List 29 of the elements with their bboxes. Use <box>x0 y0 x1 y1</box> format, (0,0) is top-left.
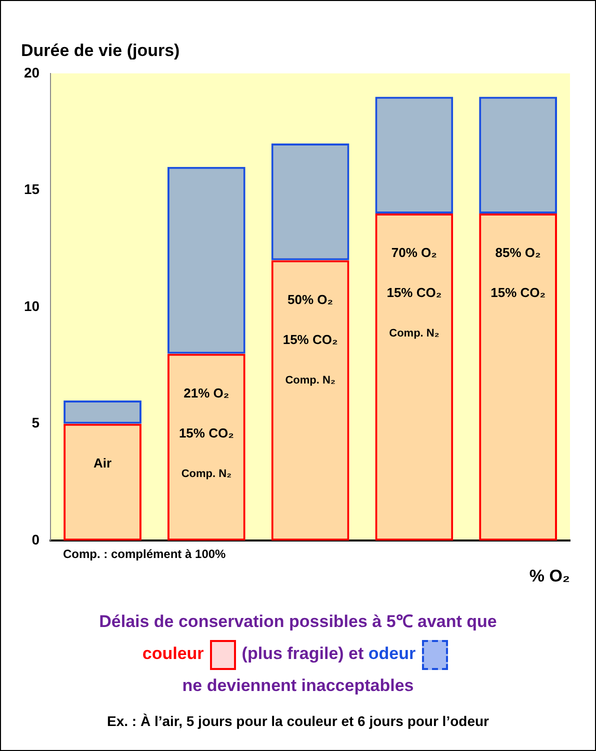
bar <box>64 424 142 541</box>
bar <box>167 166 246 354</box>
y-tick-label: 10 <box>24 298 40 314</box>
bar <box>167 354 246 541</box>
text: ne deviennent inacceptables <box>181 675 415 697</box>
y-tick-label: 0 <box>32 531 40 548</box>
x-tick-label: Air <box>93 455 112 470</box>
y-tick-label: 15 <box>24 181 40 198</box>
bar <box>375 214 454 541</box>
category-label: 50% O₂ 15% CO₂ Comp. N₂ <box>282 292 338 386</box>
x-axis-title: % O₂ <box>529 566 570 586</box>
bar <box>271 260 350 541</box>
legend-label: couleur <box>142 644 204 663</box>
bar <box>64 400 142 424</box>
text: Ex. : À l’air, 5 jours pour la couleur et 6 jours pour l’odeur <box>106 713 490 729</box>
bar <box>375 96 454 214</box>
y-tick-label: 5 <box>32 414 40 431</box>
legend-label: odeur <box>368 644 416 663</box>
text: Comp. : complément à 100% <box>63 547 226 561</box>
bar <box>479 96 558 214</box>
category-label: 85% O₂ 15% CO₂ <box>490 245 546 300</box>
category-label: 70% O₂ 15% CO₂ Comp. N₂ <box>386 245 442 340</box>
bar <box>271 143 350 260</box>
legend-title: Délais de conservation possibles à 5℃ avant que <box>98 611 498 633</box>
category-label: 21% O₂ 15% CO₂ Comp. N₂ <box>178 385 234 480</box>
text: (plus fragile) et <box>242 644 365 663</box>
y-tick-label: 20 <box>24 64 40 80</box>
bar <box>479 214 558 541</box>
y-axis-title: Durée de vie (jours) <box>21 40 180 60</box>
